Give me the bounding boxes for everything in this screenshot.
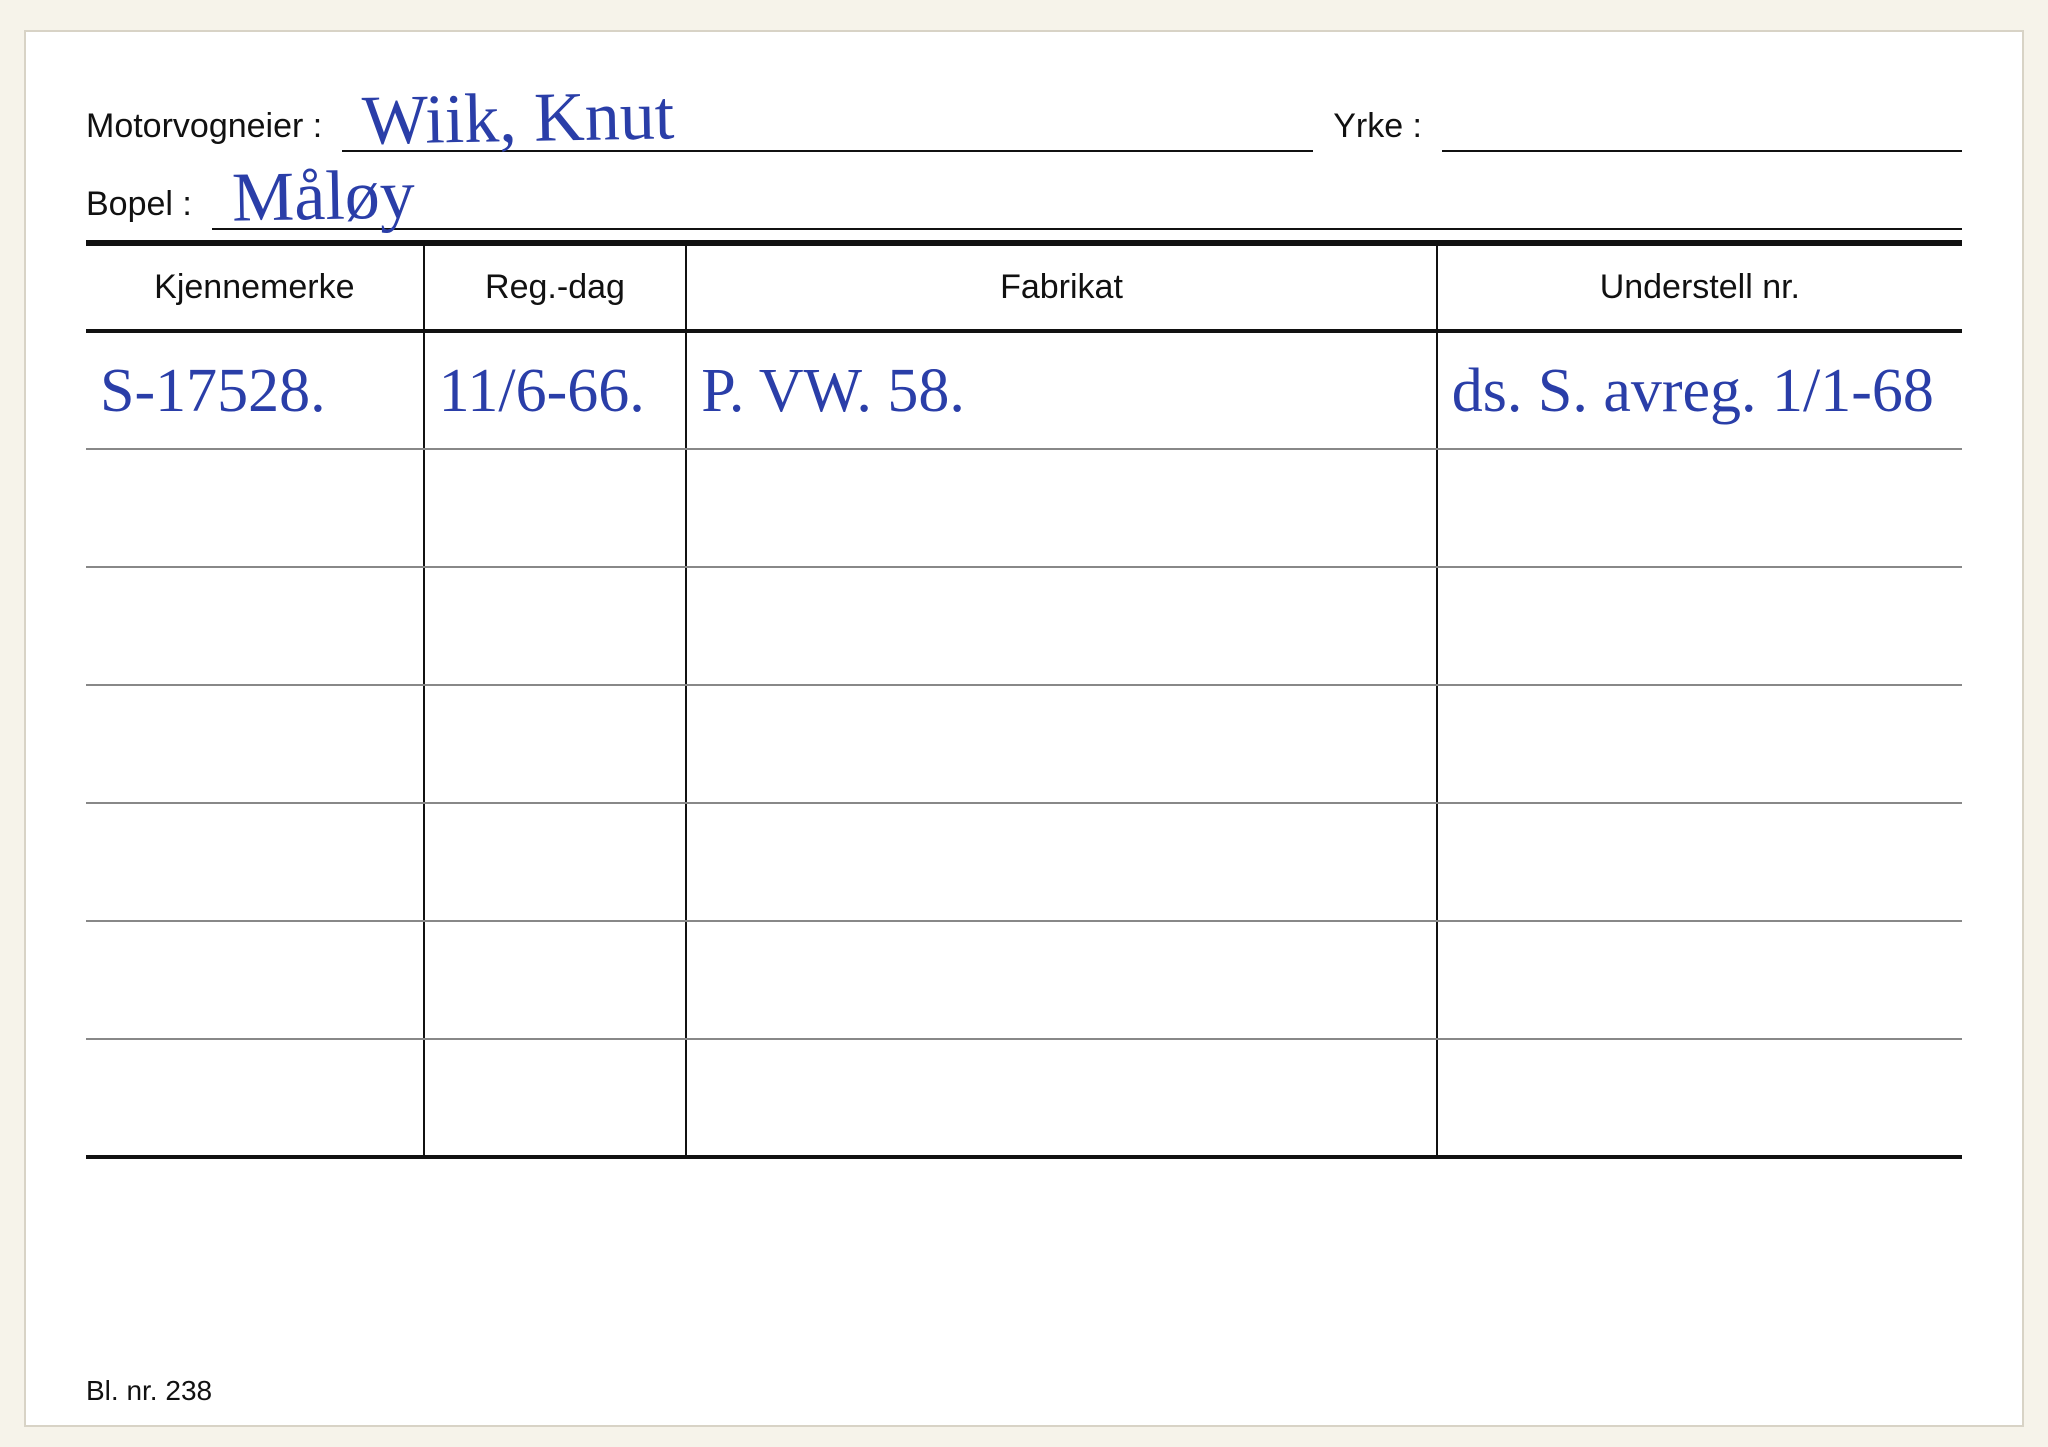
col-header-fabrikat: Fabrikat [686,246,1436,331]
cell-kjennemerke: S-17528. [100,357,326,425]
col-header-reg-dag: Reg.-dag [424,246,687,331]
table-row [86,803,1962,921]
index-card: Motorvogneier : Wiik, Knut Yrke : Bopel … [24,30,2024,1427]
table-row [86,685,1962,803]
scan-page: Motorvogneier : Wiik, Knut Yrke : Bopel … [0,0,2048,1447]
col-header-kjennemerke: Kjennemerke [86,246,424,331]
table-header-row: Kjennemerke Reg.-dag Fabrikat Understell… [86,246,1962,331]
profession-label: Yrke : [1333,107,1422,152]
form-number: Bl. nr. 238 [86,1375,212,1407]
registration-table: Kjennemerke Reg.-dag Fabrikat Understell… [86,246,1962,1159]
header-row-2: Bopel : Måløy [86,170,1962,230]
table-row [86,567,1962,685]
table-row [86,449,1962,567]
residence-label: Bopel : [86,185,192,230]
owner-value: Wiik, Knut [362,81,675,156]
cell-understell: ds. S. avreg. 1/1-68 [1452,357,1934,425]
owner-label: Motorvogneier : [86,107,322,152]
profession-line [1442,92,1962,152]
table-row: S-17528. 11/6-66. P. VW. 58. ds. S. avre… [86,331,1962,449]
residence-value: Måløy [231,160,415,233]
owner-line: Wiik, Knut [342,92,1313,152]
col-header-understell: Understell nr. [1437,246,1962,331]
cell-fabrikat: P. VW. 58. [701,357,965,425]
cell-reg-dag: 11/6-66. [439,357,645,425]
residence-line: Måløy [212,170,1962,230]
table-row [86,1039,1962,1157]
table-row [86,921,1962,1039]
header-row-1: Motorvogneier : Wiik, Knut Yrke : [86,92,1962,152]
